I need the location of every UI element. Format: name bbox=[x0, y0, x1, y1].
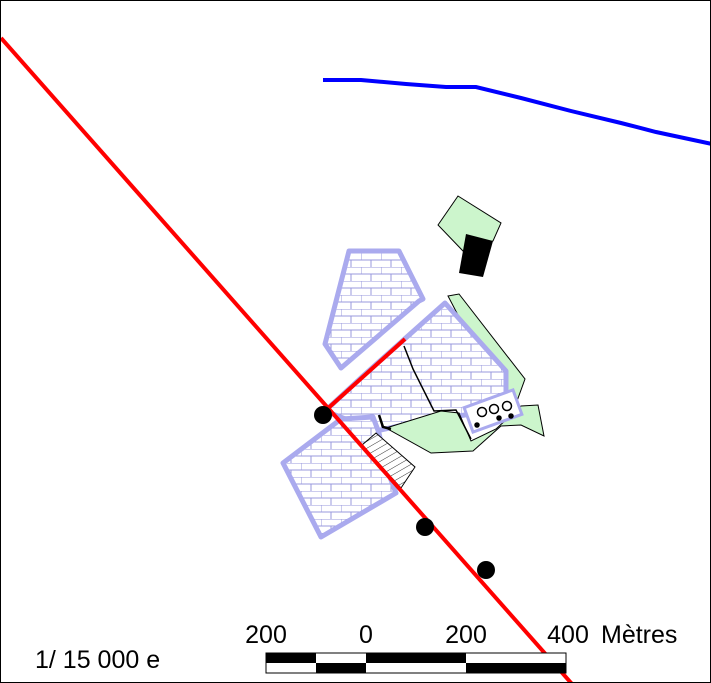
cemetery-area bbox=[462, 387, 524, 435]
scale-units-label: Mètres bbox=[601, 621, 678, 649]
road-main bbox=[1, 36, 573, 682]
cemetery-icon bbox=[474, 400, 514, 428]
river-line bbox=[323, 78, 710, 146]
point-marker bbox=[477, 561, 495, 579]
scale-bar bbox=[265, 652, 567, 674]
scale-tick-label: 400 bbox=[547, 621, 589, 649]
scale-tick-label: 0 bbox=[359, 621, 373, 649]
built-area-north bbox=[322, 248, 426, 371]
point-marker bbox=[416, 518, 434, 536]
point-marker bbox=[314, 406, 332, 424]
scale-tick-label: 200 bbox=[445, 621, 487, 649]
boundary-line bbox=[403, 345, 472, 440]
scale-tick-label: 200 bbox=[245, 621, 287, 649]
scale-ratio-label: 1/ 15 000 e bbox=[35, 646, 161, 674]
boundary-line-short bbox=[377, 414, 392, 431]
building-block-north bbox=[459, 234, 493, 277]
road-branch bbox=[323, 337, 407, 413]
